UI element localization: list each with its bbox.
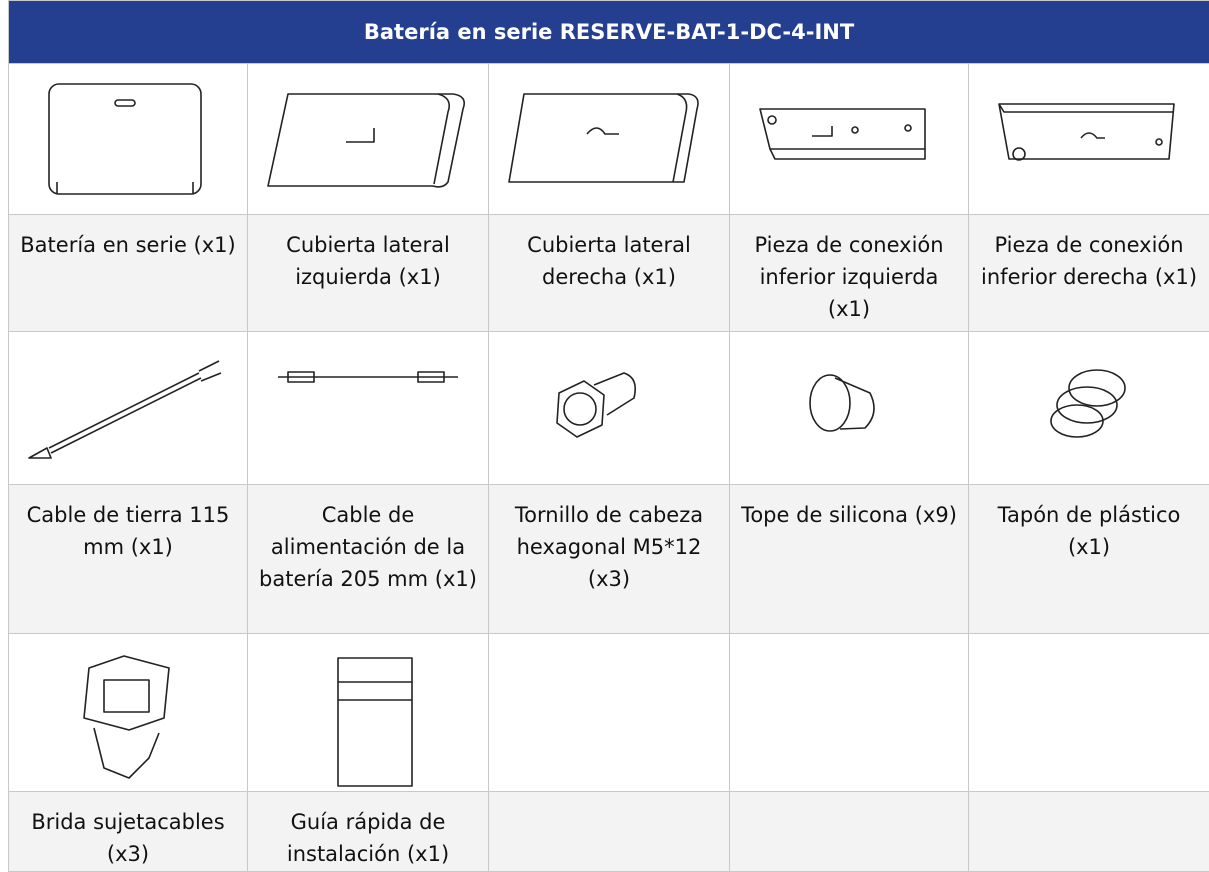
image-cell (730, 64, 969, 215)
part-label: Cable de alimentación de la batería 205 … (248, 485, 489, 634)
part-label: Tapón de plástico (x1) (969, 485, 1209, 634)
plastic-plug-icon (969, 333, 1209, 483)
part-label: Cubierta lateral derecha (x1) (489, 215, 730, 332)
cable-tie-icon (9, 638, 249, 788)
image-cell (730, 332, 969, 485)
left-cover-icon (248, 64, 488, 214)
empty-cell (489, 634, 730, 792)
image-cell (248, 64, 489, 215)
parts-table: Batería en serie RESERVE-BAT-1-DC-4-INT … (8, 0, 1209, 872)
image-cell (969, 64, 1209, 215)
part-label: Brida sujetacables (x3) (9, 792, 248, 872)
image-cell (9, 634, 248, 792)
empty-cell (969, 792, 1209, 872)
power-cable-icon (248, 333, 488, 483)
quick-guide-icon (248, 638, 488, 788)
part-label: Pieza de conexión inferior derecha (x1) (969, 215, 1209, 332)
image-cell (9, 332, 248, 485)
part-label: Tope de silicona (x9) (730, 485, 969, 634)
part-label: Batería en serie (x1) (9, 215, 248, 332)
hex-bolt-icon (489, 333, 729, 483)
part-label: Cable de tierra 115 mm (x1) (9, 485, 248, 634)
part-label: Guía rápida de instalación (x1) (248, 792, 489, 872)
part-label: Cubierta lateral izquierda (x1) (248, 215, 489, 332)
battery-icon (9, 64, 249, 214)
part-label: Tornillo de cabeza hexagonal M5*12 (x3) (489, 485, 730, 634)
image-cell (9, 64, 248, 215)
image-cell (969, 332, 1209, 485)
empty-cell (730, 792, 969, 872)
part-label: Pieza de conexión inferior izquierda (x1… (730, 215, 969, 332)
empty-cell (730, 634, 969, 792)
table-title: Batería en serie RESERVE-BAT-1-DC-4-INT (9, 1, 1209, 64)
image-cell (248, 332, 489, 485)
empty-cell (969, 634, 1209, 792)
image-cell (489, 332, 730, 485)
right-bracket-icon (969, 64, 1209, 214)
empty-cell (489, 792, 730, 872)
right-cover-icon (489, 64, 729, 214)
image-cell (248, 634, 489, 792)
left-bracket-icon (730, 64, 970, 214)
ground-cable-icon (9, 333, 249, 483)
silicone-stop-icon (730, 333, 970, 483)
image-cell (489, 64, 730, 215)
